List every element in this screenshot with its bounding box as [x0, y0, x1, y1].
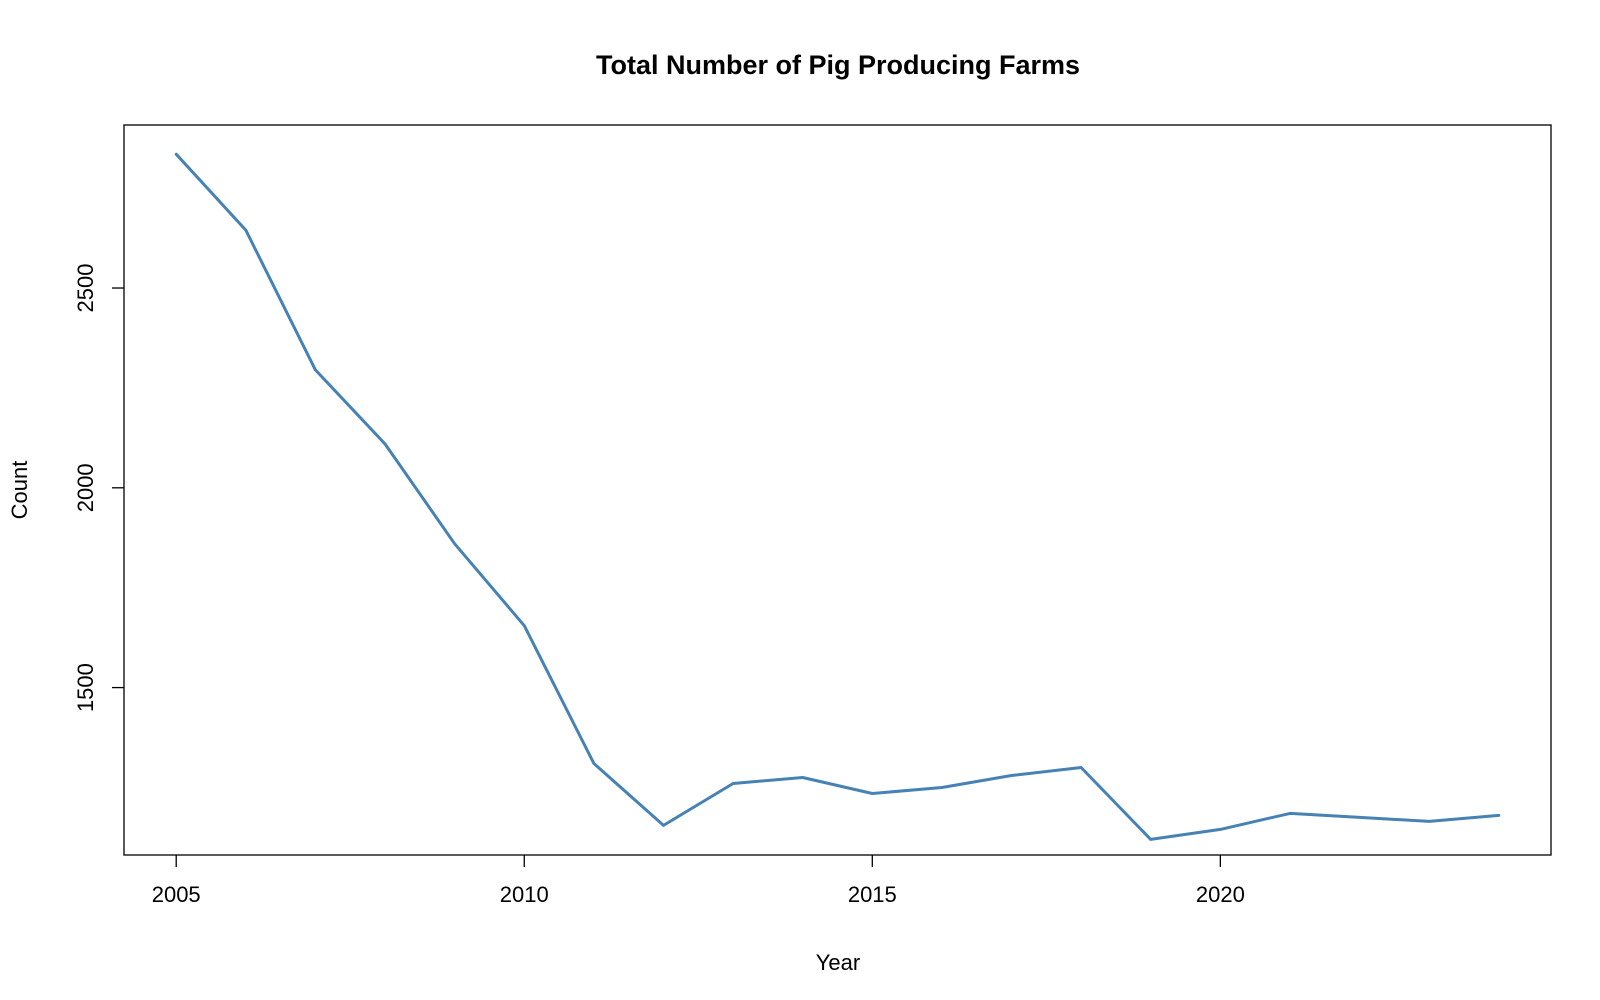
y-axis: 1500 2000 2500	[73, 264, 124, 712]
y-axis-label: Count	[7, 461, 32, 520]
x-tick-label: 2020	[1196, 882, 1245, 907]
x-tick-label: 2015	[848, 882, 897, 907]
y-tick-label: 1500	[73, 663, 98, 712]
y-tick-label: 2500	[73, 264, 98, 313]
x-axis-label: Year	[816, 950, 860, 975]
series-line	[174, 152, 1501, 841]
x-axis: 2005 2010 2015 2020	[152, 855, 1245, 907]
chart-title: Total Number of Pig Producing Farms	[596, 50, 1080, 80]
x-tick-label: 2005	[152, 882, 201, 907]
y-tick-label: 2000	[73, 463, 98, 512]
plot-frame	[123, 124, 1552, 856]
x-tick-label: 2010	[500, 882, 549, 907]
